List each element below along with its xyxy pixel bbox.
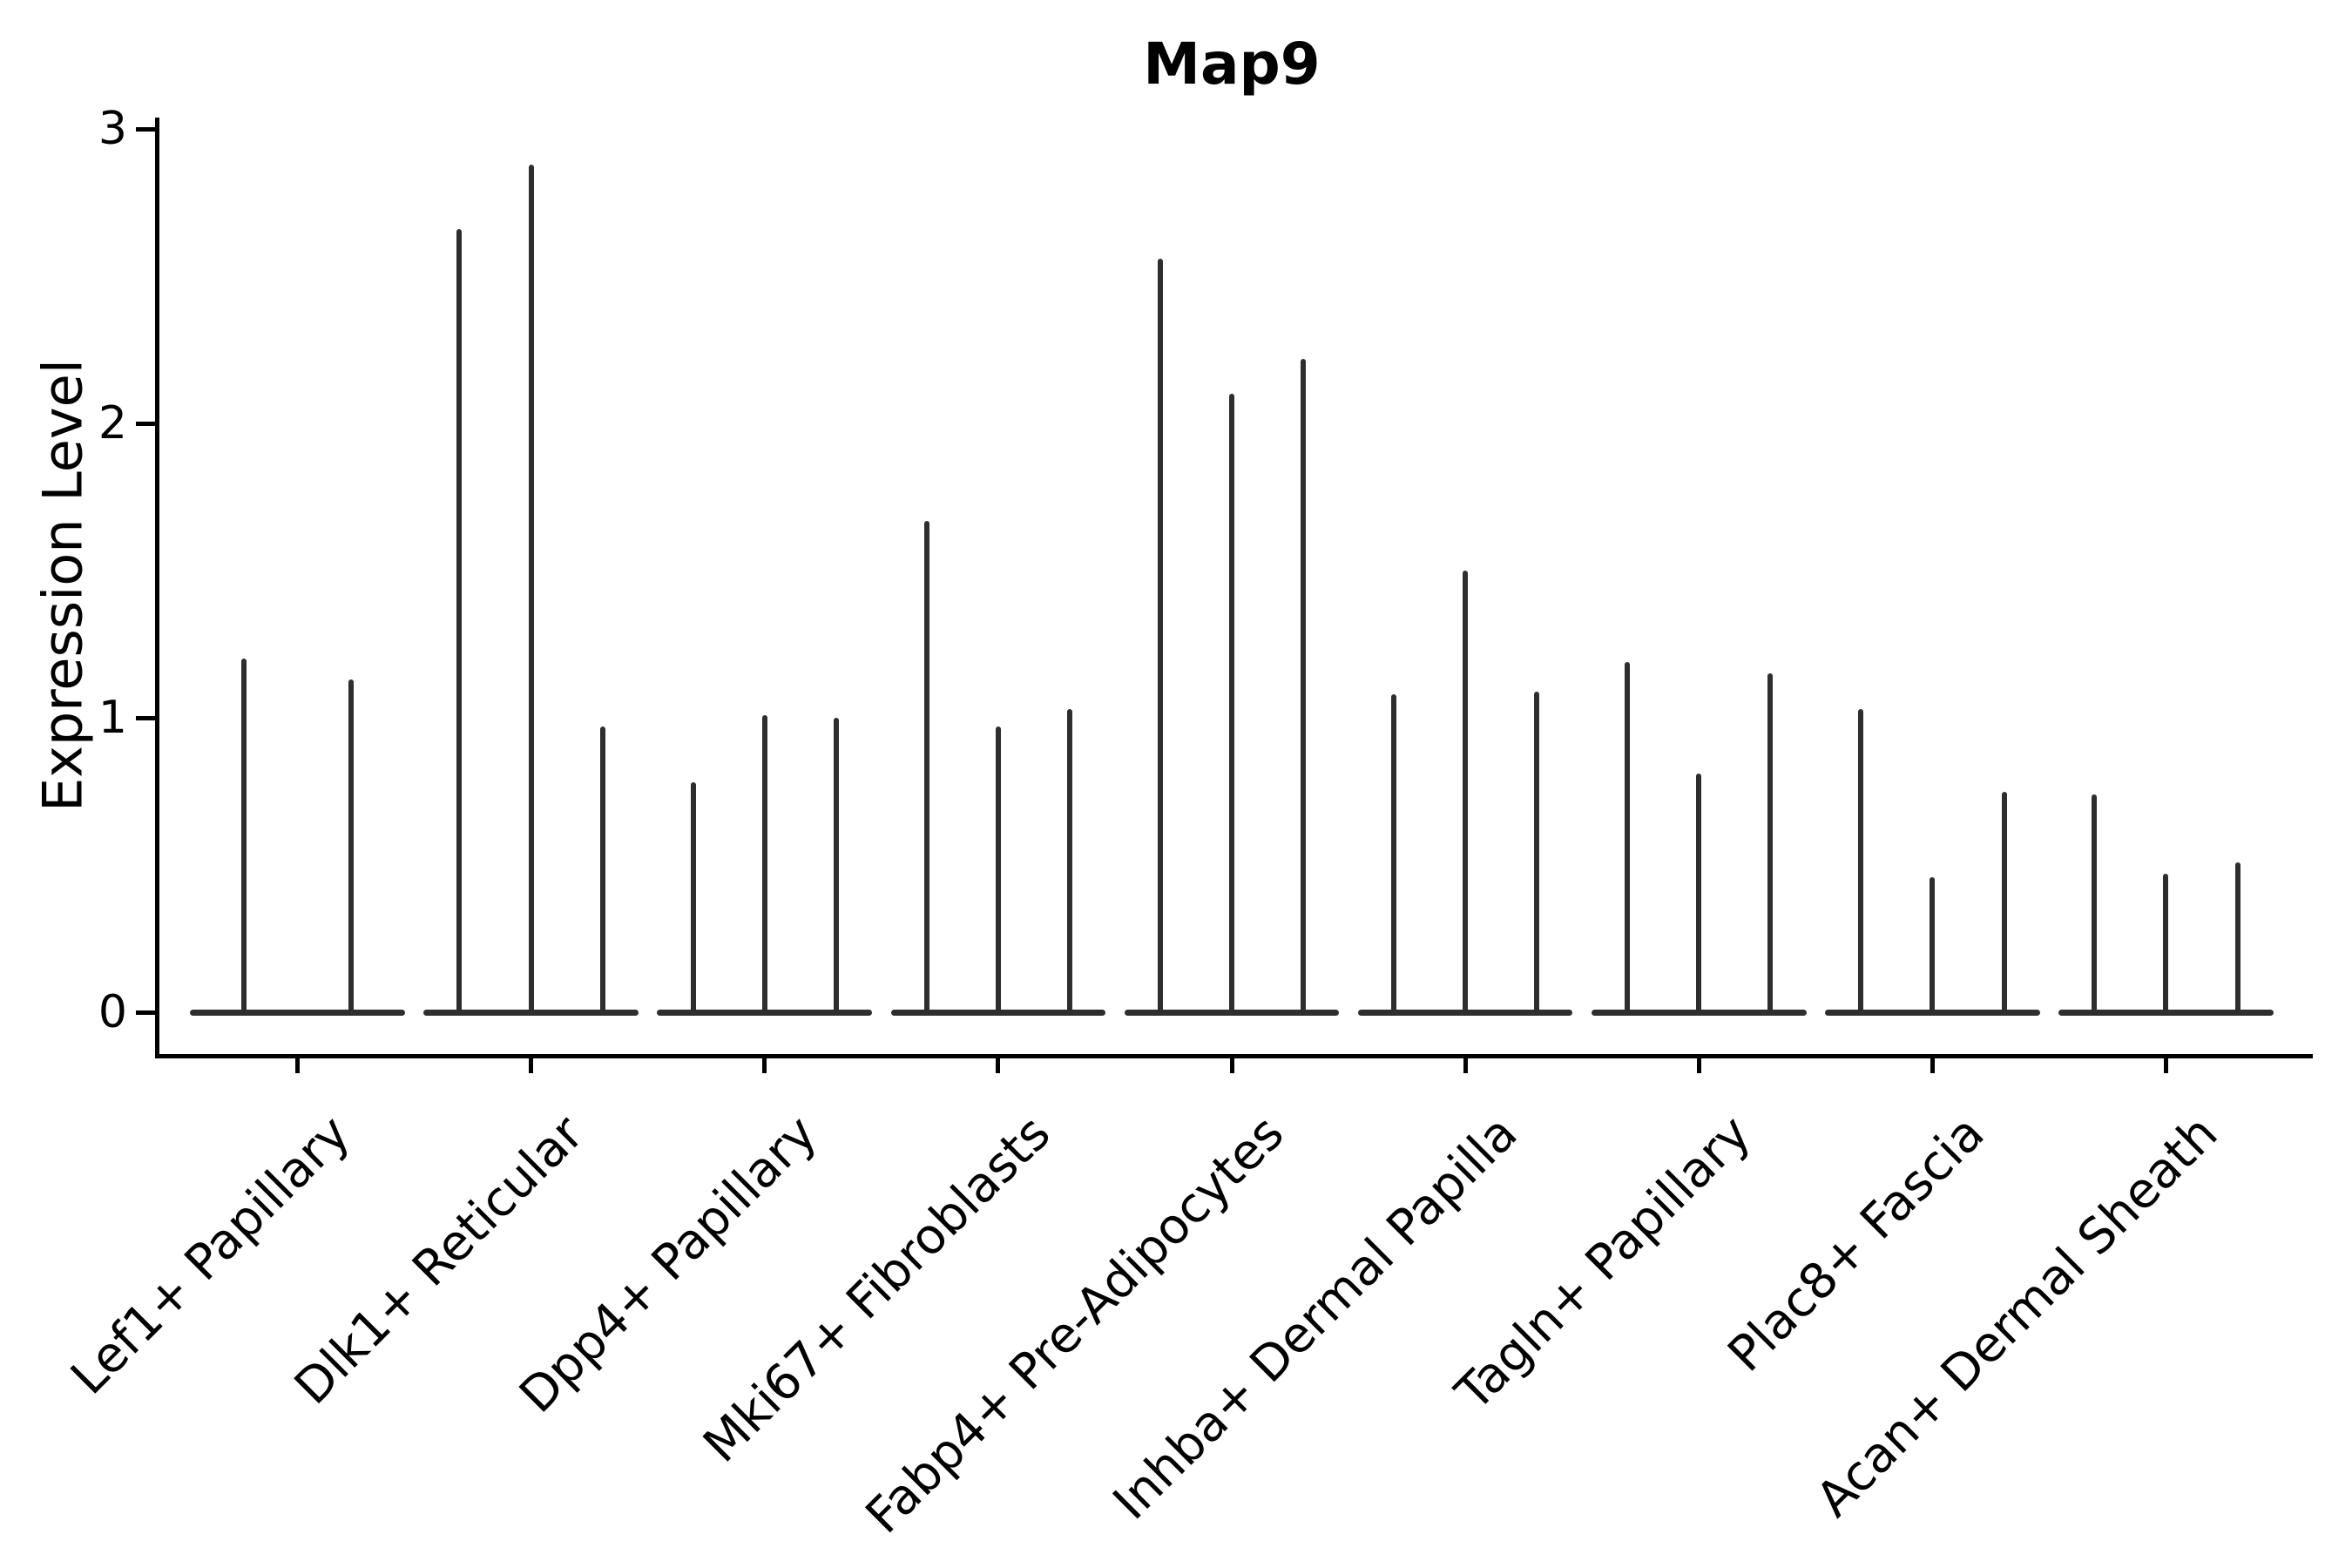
violin-spike <box>1301 358 1307 1016</box>
x-tick <box>1463 1054 1468 1073</box>
violin-spike <box>1463 571 1469 1016</box>
y-tick <box>136 126 155 132</box>
x-tick-label: Acan+ Dermal Sheath <box>1806 1105 2229 1529</box>
violin-base <box>190 1009 405 1016</box>
chart-title: Map9 <box>1143 30 1321 98</box>
violin-spike <box>1930 876 1936 1016</box>
x-tick <box>2163 1054 2168 1073</box>
plot-area <box>155 118 2313 1058</box>
x-tick <box>295 1054 301 1073</box>
y-tick-label: 0 <box>98 986 127 1038</box>
violin-spike <box>1767 673 1774 1016</box>
violin-spike <box>1696 774 1702 1016</box>
violin-spike <box>1625 661 1630 1016</box>
violin-spike <box>1157 258 1163 1016</box>
y-tick <box>136 421 155 426</box>
violin-spike <box>833 718 839 1016</box>
y-tick-label: 3 <box>98 103 127 155</box>
violin-spike <box>2234 862 2240 1016</box>
y-tick-label: 2 <box>98 397 127 449</box>
violin-spike <box>1067 708 1073 1016</box>
violin-spike <box>528 164 534 1016</box>
violin-spike <box>1229 394 1234 1016</box>
y-tick-label: 1 <box>98 692 127 744</box>
x-tick-label: Inhba+ Dermal Papilla <box>1102 1105 1529 1531</box>
x-tick <box>1696 1054 1701 1073</box>
x-tick <box>1930 1054 1935 1073</box>
violin-spike <box>923 520 929 1016</box>
violin-spike <box>761 714 767 1016</box>
y-tick <box>136 715 155 720</box>
x-tick-label: Fabp4+ Pre-Adipocytes <box>855 1105 1295 1545</box>
violin-spike <box>348 679 355 1016</box>
x-tick <box>529 1054 534 1073</box>
violin-spike <box>1390 693 1396 1016</box>
x-tick <box>762 1054 767 1073</box>
violin-spike <box>599 727 605 1016</box>
violin-spike <box>1858 708 1864 1016</box>
x-tick <box>996 1054 1001 1073</box>
x-tick <box>1229 1054 1234 1073</box>
violin-spike <box>1534 691 1540 1016</box>
violin-spike <box>240 659 247 1016</box>
violin-spike <box>995 727 1001 1016</box>
violin-spike <box>2001 791 2007 1016</box>
violin-spike <box>2092 794 2098 1016</box>
violin-spike <box>456 228 463 1016</box>
violin-spike <box>2163 874 2169 1016</box>
x-tick-label: Plac8+ Fascia <box>1717 1105 1996 1383</box>
y-tick <box>136 1010 155 1015</box>
violin-spike <box>690 782 696 1016</box>
